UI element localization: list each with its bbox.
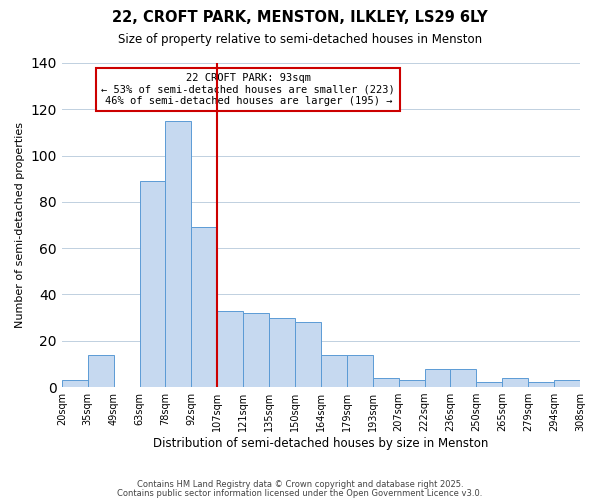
Bar	[140, 181, 166, 387]
Bar	[62, 380, 88, 387]
Bar	[295, 322, 321, 387]
Bar	[373, 378, 398, 387]
Bar	[269, 318, 295, 387]
Bar	[321, 354, 347, 387]
Text: 22, CROFT PARK, MENSTON, ILKLEY, LS29 6LY: 22, CROFT PARK, MENSTON, ILKLEY, LS29 6L…	[112, 10, 488, 25]
Bar	[243, 313, 269, 387]
Bar	[347, 354, 373, 387]
Bar	[88, 354, 113, 387]
Bar	[191, 228, 217, 387]
Y-axis label: Number of semi-detached properties: Number of semi-detached properties	[15, 122, 25, 328]
Text: 22 CROFT PARK: 93sqm
← 53% of semi-detached houses are smaller (223)
46% of semi: 22 CROFT PARK: 93sqm ← 53% of semi-detac…	[101, 72, 395, 106]
Bar	[166, 121, 191, 387]
Text: Contains public sector information licensed under the Open Government Licence v3: Contains public sector information licen…	[118, 488, 482, 498]
Bar	[476, 382, 502, 387]
Text: Contains HM Land Registry data © Crown copyright and database right 2025.: Contains HM Land Registry data © Crown c…	[137, 480, 463, 489]
Bar	[554, 380, 580, 387]
Bar	[502, 378, 528, 387]
Bar	[451, 368, 476, 387]
X-axis label: Distribution of semi-detached houses by size in Menston: Distribution of semi-detached houses by …	[153, 437, 488, 450]
Bar	[425, 368, 451, 387]
Bar	[528, 382, 554, 387]
Text: Size of property relative to semi-detached houses in Menston: Size of property relative to semi-detach…	[118, 32, 482, 46]
Bar	[398, 380, 425, 387]
Bar	[217, 310, 243, 387]
